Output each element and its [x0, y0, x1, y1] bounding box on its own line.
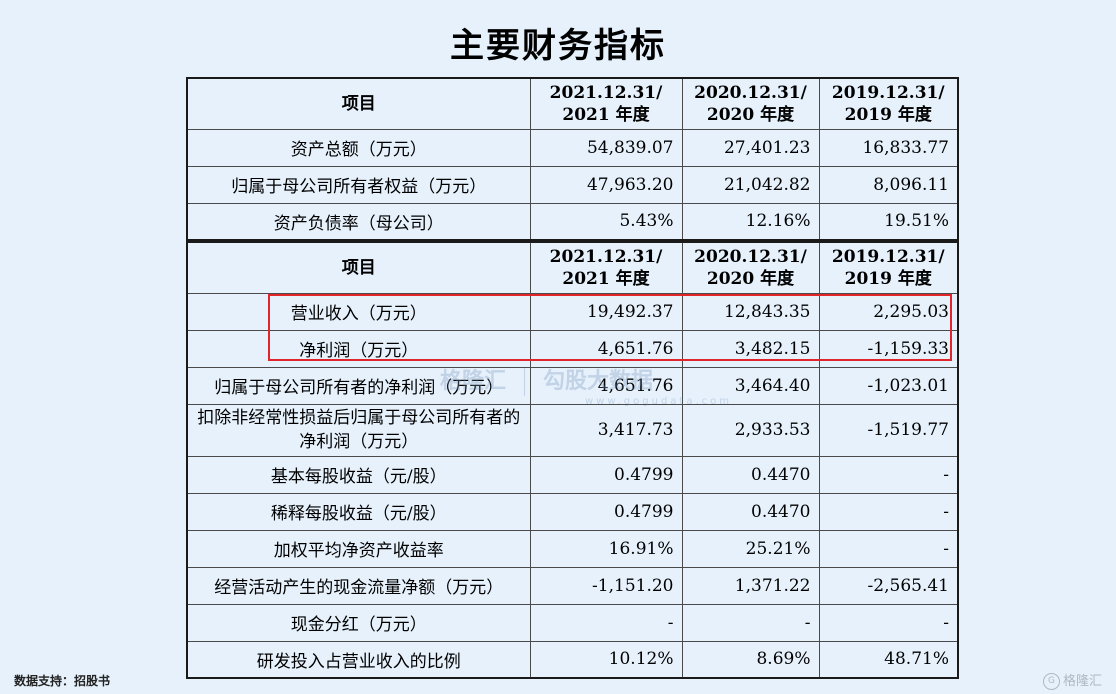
row-label: 归属于母公司所有者权益（万元） — [186, 165, 531, 204]
value-2020: 1,371.22 — [681, 566, 820, 605]
row-label: 归属于母公司所有者的净利润（万元） — [186, 366, 531, 405]
value-2019: -1,519.77 — [818, 403, 959, 457]
row-label: 资产总额（万元） — [186, 128, 531, 167]
value-2019: - — [818, 529, 959, 568]
value-2021: -1,151.20 — [529, 566, 683, 605]
value-2019: - — [818, 455, 959, 494]
source-note: 数据支持：招股书 — [14, 674, 111, 688]
value-2021: 3,417.73 — [529, 403, 683, 457]
row-label: 现金分红（万元） — [186, 603, 531, 642]
table-header-row: 项目 2021.12.31/2021 年度 2020.12.31/2020 年度… — [186, 77, 959, 130]
logo-icon: G — [1042, 673, 1060, 690]
value-2020: - — [681, 603, 820, 642]
value-2020: 8.69% — [681, 640, 820, 679]
value-2020: 3,464.40 — [681, 366, 820, 405]
value-2019: -1,159.33 — [818, 329, 959, 368]
row-label: 资产负债率（母公司） — [186, 202, 531, 241]
table-row: 经营活动产生的现金流量净额（万元） -1,151.20 1,371.22 -2,… — [186, 566, 959, 605]
value-2021: 54,839.07 — [529, 128, 683, 167]
row-label: 营业收入（万元） — [186, 292, 531, 331]
table-row: 扣除非经常性损益后归属于母公司所有者的净利润（万元） 3,417.73 2,93… — [186, 403, 959, 457]
value-2019: - — [818, 603, 959, 642]
header-2021: 2021.12.31/2021 年度 — [529, 77, 683, 130]
value-2019: 19.51% — [818, 202, 959, 241]
value-2019: 8,096.11 — [818, 165, 959, 204]
header-item: 项目 — [186, 77, 531, 130]
value-2021: 47,963.20 — [529, 165, 683, 204]
header-2020: 2020.12.31/2020 年度 — [681, 77, 820, 130]
value-2021: 4,651.76 — [529, 366, 683, 405]
row-label: 经营活动产生的现金流量净额（万元） — [186, 566, 531, 605]
value-2020: 0.4470 — [681, 455, 820, 494]
value-2019: 16,833.77 — [818, 128, 959, 167]
value-2019: 2,295.03 — [818, 292, 959, 331]
table-row: 资产总额（万元） 54,839.07 27,401.23 16,833.77 — [186, 128, 959, 167]
value-2021: 10.12% — [529, 640, 683, 679]
header-2020: 2020.12.31/2020 年度 — [681, 241, 820, 294]
value-2020: 3,482.15 — [681, 329, 820, 368]
value-2020: 25.21% — [681, 529, 820, 568]
value-2019: 48.71% — [818, 640, 959, 679]
table-row: 基本每股收益（元/股） 0.4799 0.4470 - — [186, 455, 959, 494]
table-row: 净利润（万元） 4,651.76 3,482.15 -1,159.33 — [186, 329, 959, 368]
value-2019: -2,565.41 — [818, 566, 959, 605]
table-header-row: 项目 2021.12.31/2021 年度 2020.12.31/2020 年度… — [186, 241, 959, 294]
table-row: 资产负债率（母公司） 5.43% 12.16% 19.51% — [186, 202, 959, 241]
value-2021: 19,492.37 — [529, 292, 683, 331]
header-2019: 2019.12.31/2019 年度 — [818, 77, 959, 130]
header-2021: 2021.12.31/2021 年度 — [529, 241, 683, 294]
table-row: 加权平均净资产收益率 16.91% 25.21% - — [186, 529, 959, 568]
logo-text: 格隆汇 — [1062, 674, 1102, 689]
row-label: 加权平均净资产收益率 — [186, 529, 531, 568]
value-2020: 21,042.82 — [681, 165, 820, 204]
value-2020: 12.16% — [681, 202, 820, 241]
value-2021: 0.4799 — [529, 455, 683, 494]
row-label: 研发投入占营业收入的比例 — [186, 640, 531, 679]
value-2020: 0.4470 — [681, 492, 820, 531]
row-label: 稀释每股收益（元/股） — [186, 492, 531, 531]
value-2019: - — [818, 492, 959, 531]
income-indicators-table: 项目 2021.12.31/2021 年度 2020.12.31/2020 年度… — [186, 241, 959, 679]
table-row: 归属于母公司所有者权益（万元） 47,963.20 21,042.82 8,09… — [186, 165, 959, 204]
balance-indicators-table: 项目 2021.12.31/2021 年度 2020.12.31/2020 年度… — [186, 77, 959, 241]
value-2021: - — [529, 603, 683, 642]
value-2021: 4,651.76 — [529, 329, 683, 368]
value-2021: 0.4799 — [529, 492, 683, 531]
value-2020: 12,843.35 — [681, 292, 820, 331]
header-2019: 2019.12.31/2019 年度 — [818, 241, 959, 294]
row-label: 基本每股收益（元/股） — [186, 455, 531, 494]
row-label: 净利润（万元） — [186, 329, 531, 368]
table-row: 稀释每股收益（元/股） 0.4799 0.4470 - — [186, 492, 959, 531]
header-item: 项目 — [186, 241, 531, 294]
page-title: 主要财务指标 — [450, 26, 666, 66]
value-2021: 16.91% — [529, 529, 683, 568]
value-2020: 27,401.23 — [681, 128, 820, 167]
corner-logo: G 格隆汇 — [1042, 670, 1102, 690]
table-row: 营业收入（万元） 19,492.37 12,843.35 2,295.03 — [186, 292, 959, 331]
table-row: 归属于母公司所有者的净利润（万元） 4,651.76 3,464.40 -1,0… — [186, 366, 959, 405]
table-row: 研发投入占营业收入的比例 10.12% 8.69% 48.71% — [186, 640, 959, 679]
value-2019: -1,023.01 — [818, 366, 959, 405]
table-row: 现金分红（万元） - - - — [186, 603, 959, 642]
row-label: 扣除非经常性损益后归属于母公司所有者的净利润（万元） — [186, 403, 531, 457]
value-2021: 5.43% — [529, 202, 683, 241]
value-2020: 2,933.53 — [681, 403, 820, 457]
